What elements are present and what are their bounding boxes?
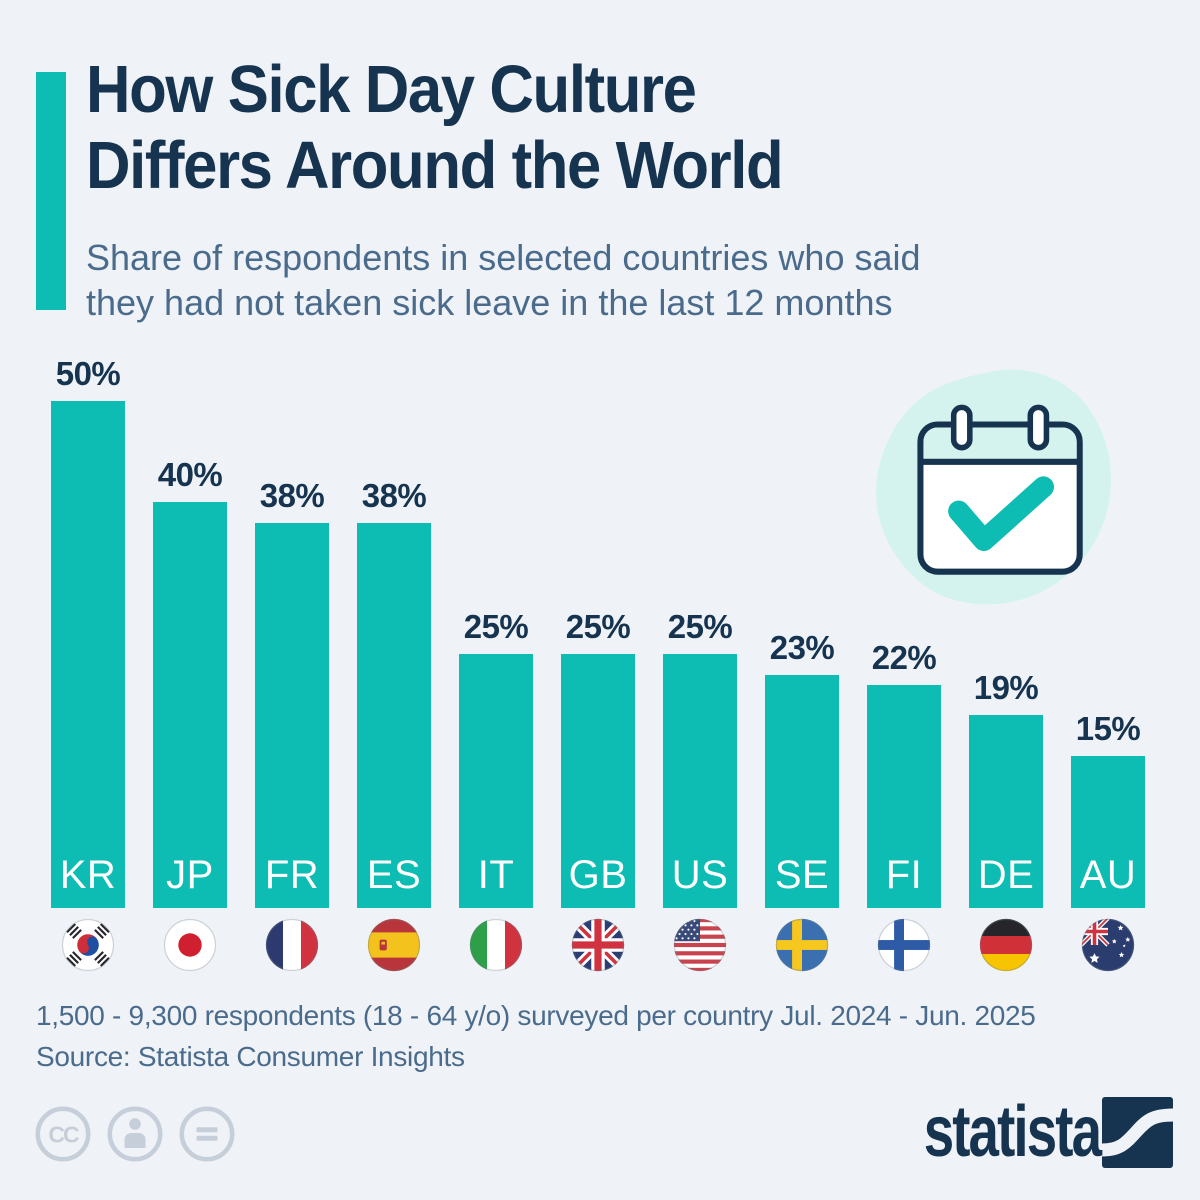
cc-nd-icon [179, 1106, 235, 1162]
cc-by-icon [107, 1106, 163, 1162]
cc-icon: CC [35, 1106, 91, 1162]
bar-column-fr: 38% FR [255, 477, 329, 972]
bar-fi: FI [867, 685, 941, 908]
bar-country-code: AU [1079, 853, 1137, 897]
calendar-ring [950, 404, 973, 451]
bar-column-us: 25% US [663, 608, 737, 972]
bar-value-label: 15% [1075, 710, 1141, 747]
source-line: Source: Statista Consumer Insights [36, 1041, 465, 1072]
bar-country-code: FR [264, 853, 320, 897]
bar-it: IT [459, 654, 533, 908]
bar-column-es: 38% ES [357, 477, 431, 972]
bar-country-code: IT [477, 853, 515, 897]
bar-column-se: 23% SE [765, 629, 839, 972]
statista-logo-icon [1102, 1096, 1173, 1168]
title-line-2: Differs Around the World [86, 128, 784, 204]
title-accent-bar [36, 72, 66, 310]
flag-it-icon [469, 918, 523, 972]
flag-us-icon [673, 918, 727, 972]
flag-gb-icon [571, 918, 625, 972]
flag-fi-icon [877, 918, 931, 972]
flag-de-icon [979, 918, 1033, 972]
flag-kr-icon [61, 918, 115, 972]
bar-country-code: DE [977, 853, 1035, 897]
subtitle-line-2: they had not taken sick leave in the las… [86, 281, 893, 323]
bar-country-code: SE [774, 853, 830, 897]
checkmark [948, 476, 1054, 551]
bar-value-label: 38% [259, 477, 325, 514]
title-line-1: How Sick Day Culture [86, 52, 697, 127]
survey-note: 1,500 - 9,300 respondents (18 - 64 y/o) … [36, 1000, 1036, 1031]
statista-brand: statista [868, 1096, 1173, 1168]
bar-column-de: 19% DE [969, 669, 1043, 972]
bar-jp: JP [153, 502, 227, 908]
bar-column-kr: 50% KR [51, 355, 125, 972]
bar-kr: KR [51, 401, 125, 908]
flag-es-icon [367, 918, 421, 972]
bar-gb: GB [561, 654, 635, 908]
bar-column-au: 15% AU [1071, 710, 1145, 972]
bar-value-label: 25% [565, 608, 631, 645]
calendar-ring [1027, 404, 1050, 451]
flag-au-icon [1081, 918, 1135, 972]
bar-fr: FR [255, 523, 329, 908]
flag-fr-icon [265, 918, 319, 972]
subtitle-line-1: Share of respondents in selected countri… [86, 237, 921, 278]
bar-value-label: 50% [55, 355, 121, 392]
bar-country-code: GB [568, 853, 628, 897]
page-title: How Sick Day Culture Differs Around the … [86, 52, 784, 205]
bar-chart: 50% KR 40% JP 38% FR 38% ES 25% IT 25% GB 25% US 23% SE… [51, 355, 1145, 972]
bar-column-it: 25% IT [459, 608, 533, 972]
bar-value-label: 19% [973, 669, 1039, 706]
bar-value-label: 38% [361, 477, 427, 514]
bar-country-code: KR [59, 853, 117, 897]
flag-jp-icon [163, 918, 217, 972]
bar-value-label: 25% [667, 608, 733, 645]
bar-column-fi: 22% FI [867, 639, 941, 972]
page-subtitle: Share of respondents in selected countri… [86, 236, 921, 325]
statista-wordmark: statista [923, 1092, 1102, 1172]
bar-column-jp: 40% JP [153, 456, 227, 972]
bar-country-code: JP [166, 853, 214, 897]
license-icons: CC [34, 1105, 236, 1163]
bar-de: DE [969, 715, 1043, 908]
bar-country-code: US [671, 853, 729, 897]
bar-country-code: FI [885, 853, 923, 897]
bar-country-code: ES [366, 853, 422, 897]
bar-es: ES [357, 523, 431, 908]
calendar-check-icon [875, 369, 1111, 605]
bar-column-gb: 25% GB [561, 608, 635, 972]
bar-au: AU [1071, 756, 1145, 908]
bar-value-label: 22% [871, 639, 937, 676]
bar-us: US [663, 654, 737, 908]
flag-se-icon [775, 918, 829, 972]
bar-value-label: 23% [769, 629, 835, 666]
bar-value-label: 25% [463, 608, 529, 645]
bar-se: SE [765, 675, 839, 908]
svg-text:CC: CC [48, 1122, 79, 1148]
bar-value-label: 40% [157, 456, 223, 493]
